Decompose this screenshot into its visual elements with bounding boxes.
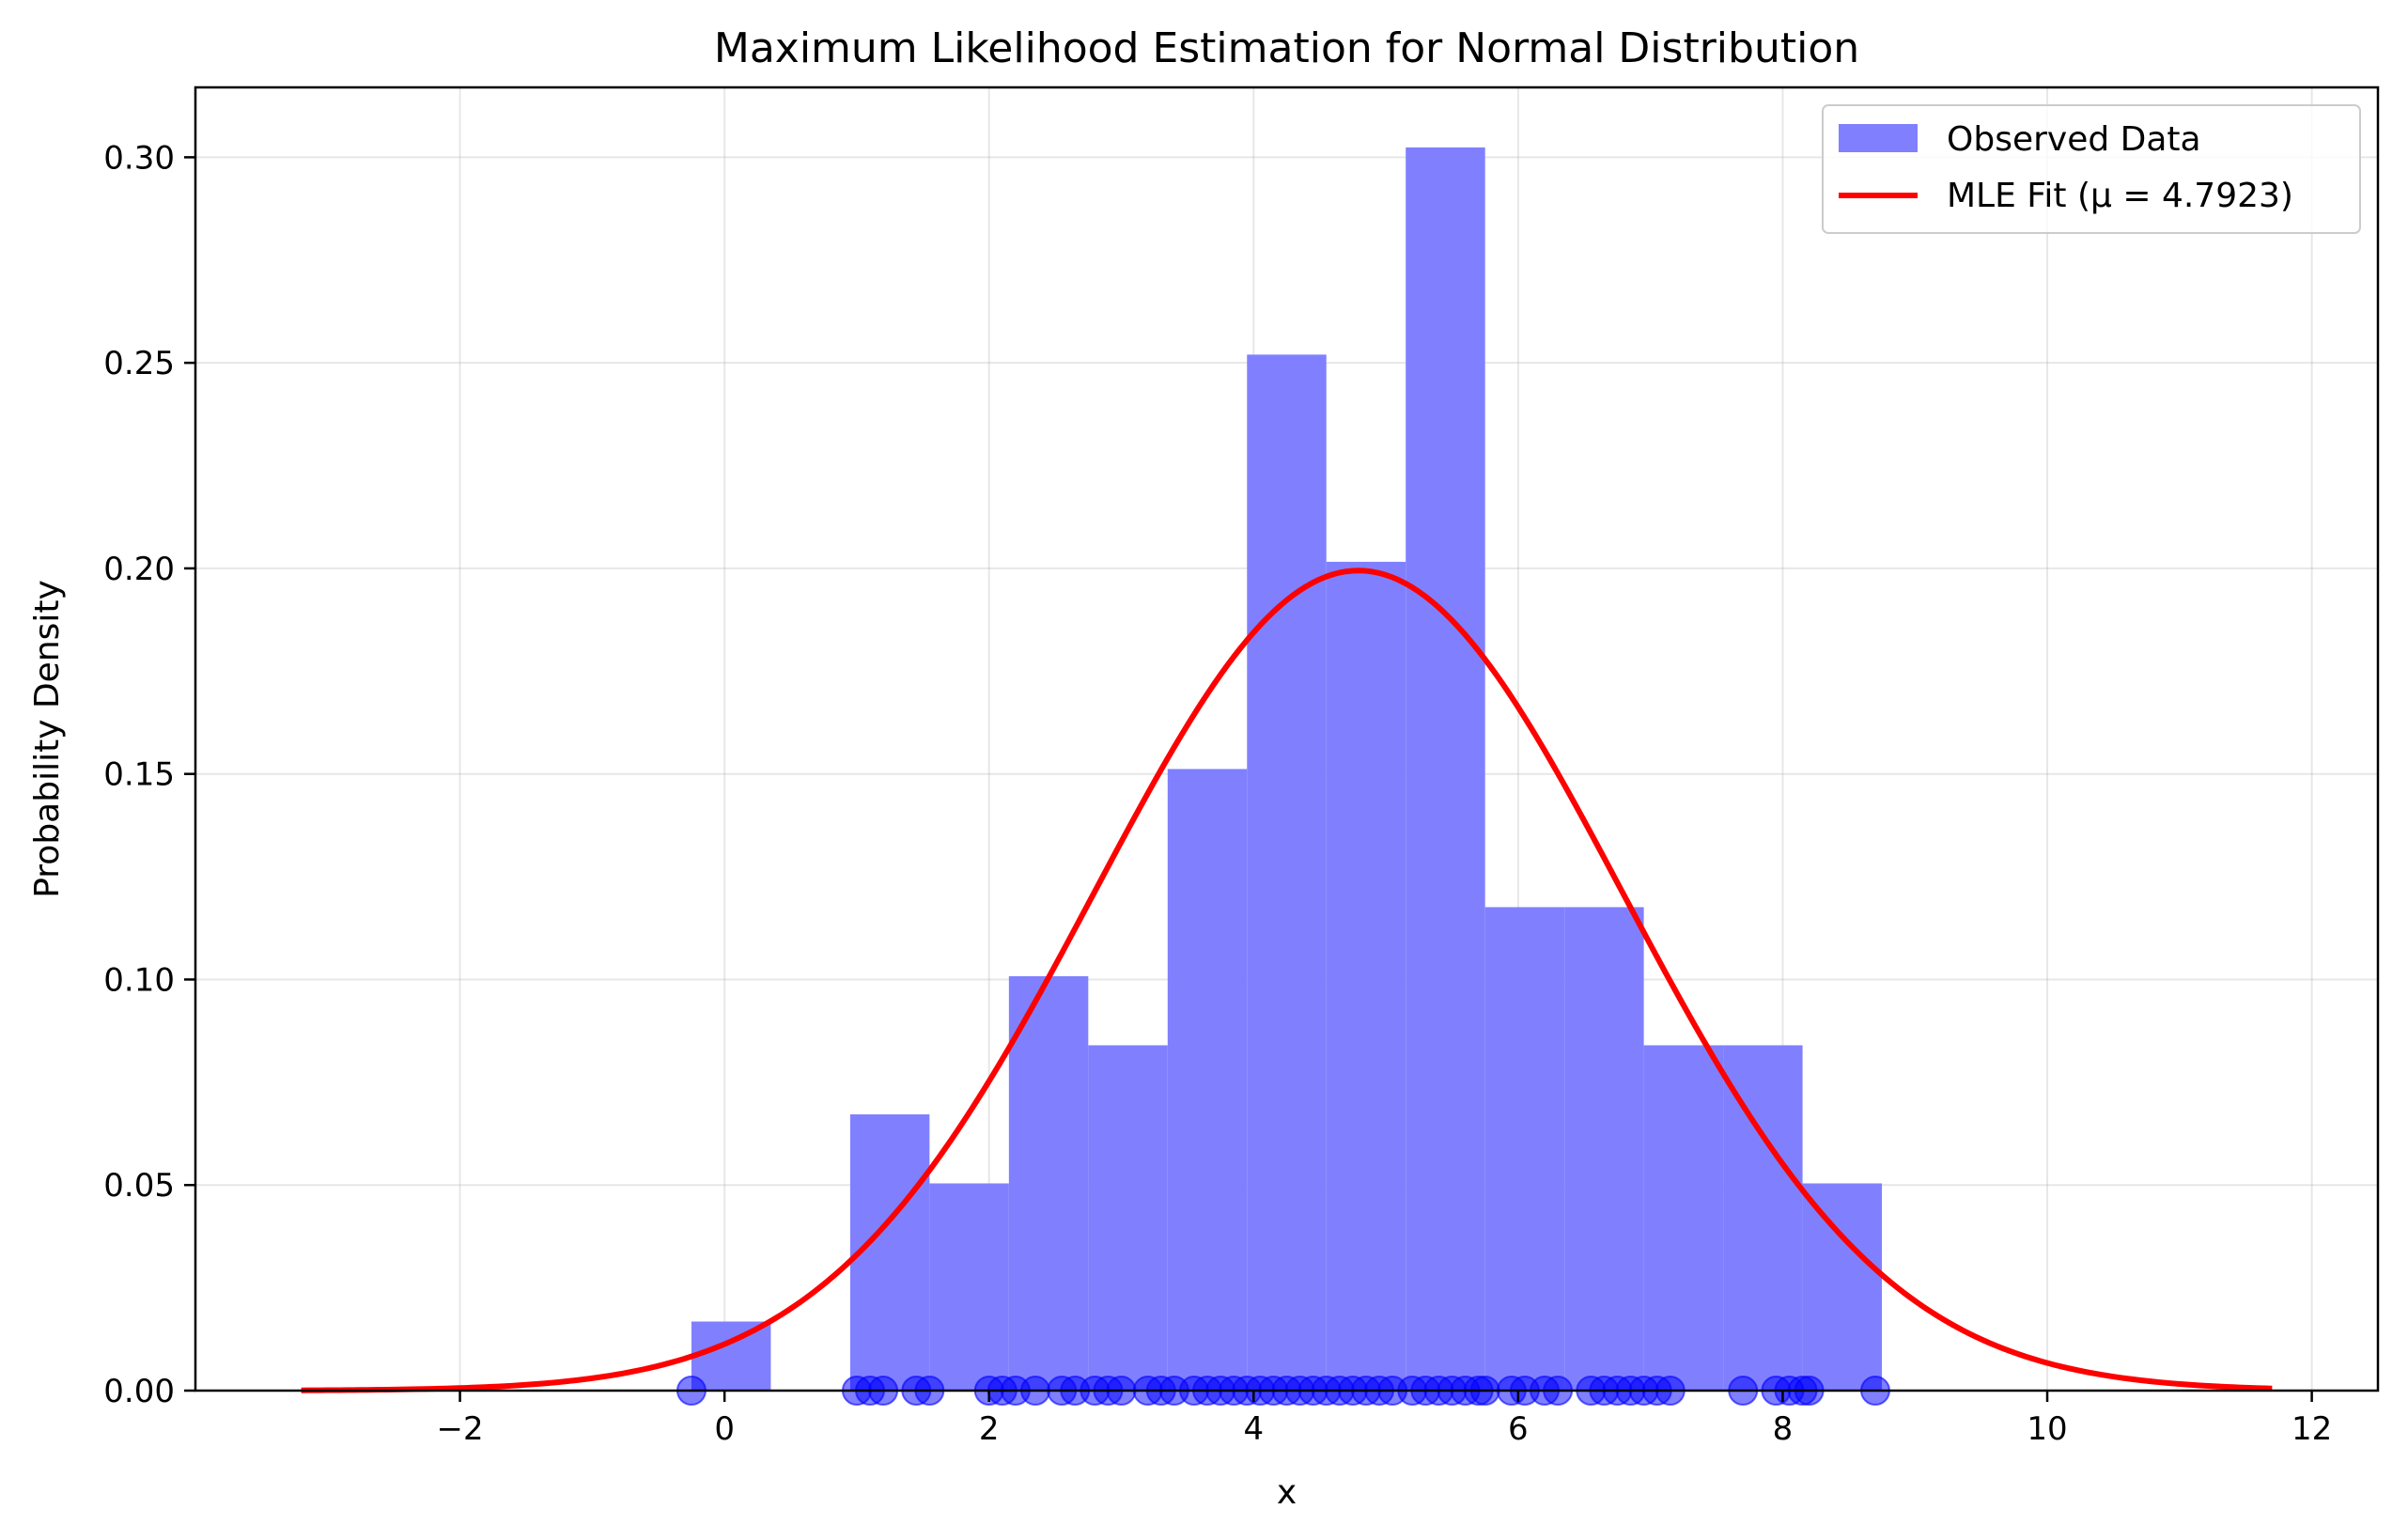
y-tick-label: 0.00 — [103, 1373, 175, 1410]
x-tick-label: 10 — [2027, 1410, 2067, 1448]
histogram-bar — [1167, 769, 1248, 1391]
x-tick-label: 4 — [1243, 1410, 1264, 1448]
x-axis-label: x — [1277, 1473, 1297, 1512]
histogram-bar — [1088, 1045, 1168, 1391]
fit-line-layer — [301, 568, 2273, 1393]
histogram-bar — [1564, 907, 1644, 1391]
histogram-bar — [1008, 975, 1089, 1391]
y-tick-label: 0.05 — [103, 1167, 175, 1205]
histogram-bar — [1406, 147, 1485, 1392]
x-tick-label: 12 — [2291, 1410, 2332, 1448]
x-tick-label: 0 — [714, 1410, 735, 1448]
legend: Observed Data MLE Fit (μ = 4.7923) — [1822, 104, 2361, 234]
histogram-bar — [691, 1321, 771, 1391]
legend-label-observed: Observed Data — [1947, 120, 2201, 159]
legend-box — [1822, 104, 2361, 234]
axis-ticks: −2 0 2 4 6 8 10 12 0.00 0.05 0.10 0.15 0.20 0.25 0.30 — [103, 139, 2332, 1448]
y-axis-label: Probability Density — [28, 580, 67, 898]
mle-fit-line — [301, 568, 2273, 1393]
y-tick-label: 0.30 — [103, 139, 175, 177]
x-tick-label: 2 — [979, 1410, 1000, 1448]
y-tick-label: 0.15 — [103, 756, 175, 794]
plot-frame — [194, 86, 2380, 1392]
histogram-bar — [1484, 907, 1565, 1391]
legend-label-fit: MLE Fit (μ = 4.7923) — [1947, 177, 2293, 215]
y-tick-label: 0.25 — [103, 345, 175, 382]
histogram-bar — [1643, 1045, 1724, 1391]
histogram-bars — [691, 147, 1883, 1392]
y-tick-label: 0.20 — [103, 551, 175, 588]
chart-title: Maximum Likelihood Estimation for Normal… — [714, 24, 1859, 72]
histogram-bar — [849, 1113, 930, 1391]
histogram-bar — [1723, 1045, 1803, 1391]
histogram-bar — [929, 1183, 1009, 1391]
x-tick-label: −2 — [437, 1410, 484, 1448]
histogram-bar — [1802, 1183, 1883, 1391]
histogram-bar — [1326, 561, 1406, 1391]
x-tick-label: 8 — [1773, 1410, 1794, 1448]
y-tick-label: 0.10 — [103, 961, 175, 999]
histogram-bar — [1247, 354, 1327, 1391]
x-tick-label: 6 — [1508, 1410, 1529, 1448]
legend-swatch-observed — [1839, 124, 1918, 152]
